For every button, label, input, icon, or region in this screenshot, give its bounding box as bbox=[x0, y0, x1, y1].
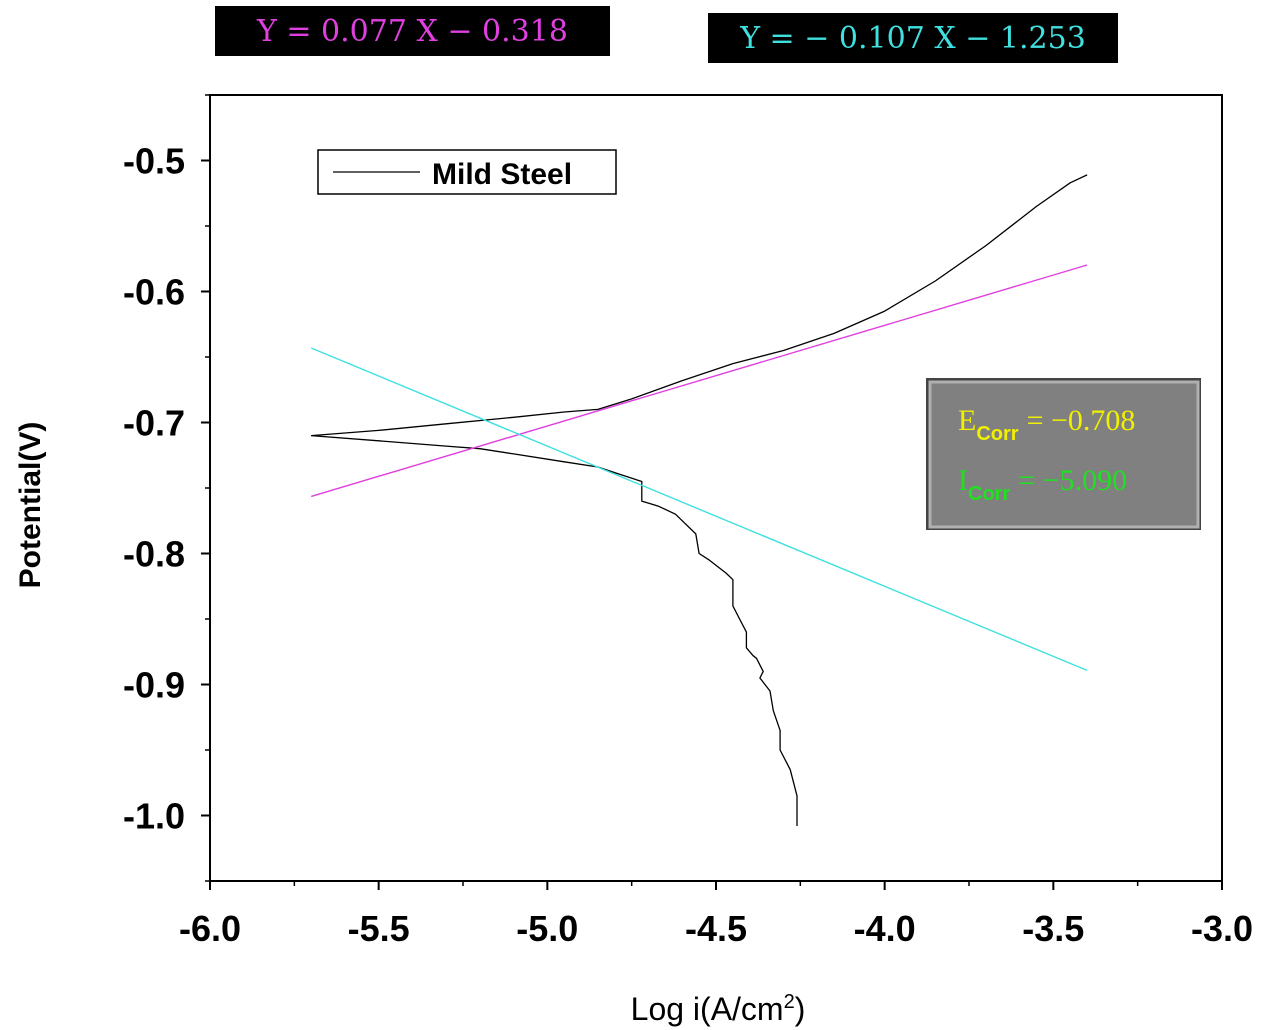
y-tick-label: -0.8 bbox=[123, 534, 185, 575]
data-curve-line bbox=[311, 434, 798, 826]
tafel-fit-line bbox=[310, 264, 1088, 498]
ecorr-subscript: Corr bbox=[976, 423, 1018, 445]
ecorr-symbol: E bbox=[958, 404, 976, 437]
x-axis-title-superscript: 2 bbox=[784, 991, 795, 1013]
info-box-background bbox=[928, 380, 1200, 529]
icorr-symbol: I bbox=[958, 464, 968, 497]
series-layer bbox=[310, 174, 1088, 826]
y-axis-title: Potential(V) bbox=[14, 422, 47, 589]
y-tick-label: -1.0 bbox=[123, 796, 185, 837]
y-tick-label: -0.6 bbox=[123, 272, 185, 313]
x-axis-title: Log i(A/cm2) bbox=[631, 991, 806, 1027]
data-curve-line bbox=[311, 174, 1088, 437]
y-tick-label: -0.5 bbox=[123, 141, 185, 182]
icorr-subscript: Corr bbox=[968, 483, 1010, 505]
corrosion-info-box: ECorr = −0.708 ICorr = −5.090 bbox=[926, 378, 1201, 530]
icorr-text: ICorr = −5.090 bbox=[958, 464, 1127, 505]
x-tick-label: -5.5 bbox=[348, 908, 410, 949]
x-tick-label: -3.0 bbox=[1191, 908, 1253, 949]
tafel-fit-line bbox=[310, 347, 1088, 672]
legend-label: Mild Steel bbox=[432, 158, 572, 191]
x-tick-label: -4.0 bbox=[854, 908, 916, 949]
anodic-equation-text: Y = 0.077 X − 0.318 bbox=[257, 13, 568, 49]
icorr-value: = −5.090 bbox=[1018, 464, 1127, 497]
cathodic-equation-text: Y = − 0.107 X − 1.253 bbox=[740, 20, 1086, 56]
ecorr-text: ECorr = −0.708 bbox=[958, 404, 1135, 445]
cathodic-equation-label: Y = − 0.107 X − 1.253 bbox=[708, 13, 1118, 63]
legend: Mild Steel bbox=[317, 149, 617, 195]
x-tick-label: -4.5 bbox=[685, 908, 747, 949]
y-tick-label: -0.9 bbox=[123, 665, 185, 706]
x-tick-label: -5.0 bbox=[516, 908, 578, 949]
axis-ticks: -6.0 -5.5 -5.0 -4.5 -4.0 -3.5 -3.0 -0.5 -0.6 -0.7… bbox=[123, 94, 1253, 949]
x-axis-title-close: ) bbox=[795, 991, 806, 1027]
ecorr-value: = −0.708 bbox=[1027, 404, 1136, 437]
x-tick-label: -3.5 bbox=[1022, 908, 1084, 949]
x-axis-title-main: Log i(A/cm bbox=[631, 991, 784, 1027]
y-tick-label: -0.7 bbox=[123, 403, 185, 444]
anodic-equation-label: Y = 0.077 X − 0.318 bbox=[215, 6, 610, 56]
x-tick-label: -6.0 bbox=[179, 908, 241, 949]
